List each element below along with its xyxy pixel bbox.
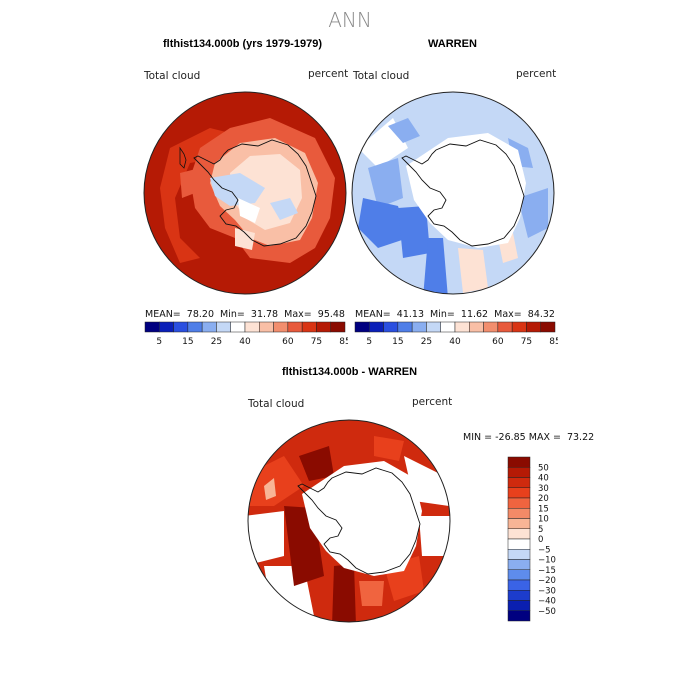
colorbar-swatch [426,321,441,333]
panel-diff-title: flthist134.000b - WARREN [282,366,418,378]
colorbar-tick-label: 75 [521,337,532,347]
colorbar-swatch [507,600,531,611]
colorbar-model: 515254060758595 [144,321,348,347]
colorbar-swatch [507,610,531,622]
colorbar-swatch [144,321,160,333]
colorbar-swatch [507,487,531,499]
colorbar-tick-label: −40 [538,597,556,607]
map-model-border [143,91,347,295]
colorbar-swatch [301,321,317,333]
map-diff [247,419,451,623]
colorbar-tick-label: 5 [538,525,543,535]
colorbar-swatch [469,321,484,333]
colorbar-swatch [369,321,384,333]
map-obs-border [351,91,555,295]
colorbar-swatch [440,321,456,333]
colorbar-swatch [201,321,217,333]
map-obs [351,91,555,295]
panel-diff-units-label: percent [412,396,453,408]
colorbar-tick-label: 15 [182,337,193,347]
colorbar-swatch [507,590,531,601]
colorbar-swatch [173,321,189,333]
colorbar-tick-label: 10 [538,515,549,525]
map-model-coastline [193,139,317,247]
colorbar-swatch [507,569,531,581]
colorbar-swatch [507,549,531,560]
colorbar-tick-label: −50 [538,607,556,617]
colorbar-swatch [330,321,346,333]
colorbar-swatch [187,321,203,333]
panel-model-stats: MEAN= 78.20 Min= 31.78 Max= 95.48 [145,309,345,320]
panel-model-units-label: percent [308,68,349,80]
colorbar-swatch [507,518,531,529]
colorbar-tick-label: 85 [339,337,348,347]
colorbar-tick-label: 15 [392,337,403,347]
colorbar-swatch [507,477,531,488]
colorbar-tick-label: 40 [239,337,251,347]
colorbar-swatch [273,321,289,333]
colorbar-swatch [507,528,531,540]
colorbar-swatch [259,321,274,333]
colorbar-swatch [507,538,531,550]
colorbar-swatch [287,321,303,333]
colorbar-obs: 515254060758595 [354,321,558,347]
colorbar-tick-label: 15 [538,504,549,514]
panel-obs-stats: MEAN= 41.13 Min= 11.62 Max= 84.32 [355,309,555,320]
panel-diff-field-label: Total cloud [248,398,305,410]
panel-obs-units-label: percent [516,68,557,80]
map-obs-coastline [401,139,525,247]
colorbar-tick-label: 5 [366,337,372,347]
colorbar-tick-label: 0 [538,535,543,545]
colorbar-tick-label: 85 [549,337,558,347]
colorbar-swatch [159,321,174,333]
colorbar-tick-label: 50 [538,463,549,473]
panel-model-field-label: Total cloud [144,70,201,82]
panel-obs-field-label: Total cloud [353,70,410,82]
colorbar-tick-label: 40 [449,337,461,347]
colorbar-tick-label: −15 [538,566,556,576]
colorbar-swatch [316,321,331,333]
colorbar-tick-label: −20 [538,576,556,586]
colorbar-swatch [507,508,531,519]
colorbar-swatch [411,321,427,333]
map-diff-coastline [297,467,421,575]
colorbar-swatch [244,321,260,333]
figure-title: ANN [328,8,372,32]
colorbar-swatch [397,321,413,333]
panel-model-title: flthist134.000b (yrs 1979-1979) [163,38,322,50]
colorbar-tick-label: 75 [311,337,322,347]
colorbar-tick-label: 60 [282,337,294,347]
colorbar-tick-label: 60 [492,337,504,347]
colorbar-tick-label: 25 [211,337,222,347]
panel-obs-title: WARREN [428,38,477,50]
colorbar-tick-label: 25 [421,337,432,347]
colorbar-swatch [354,321,370,333]
colorbar-swatch [216,321,231,333]
panel-diff-stats: MIN = -26.85 MAX = 73.22 [463,432,595,443]
colorbar-swatch [507,497,531,509]
colorbar-swatch [526,321,541,333]
colorbar-tick-label: 20 [538,494,549,504]
map-model [143,91,347,295]
colorbar-tick-label: −5 [538,545,551,555]
colorbar-swatch [511,321,527,333]
colorbar-tick-label: −10 [538,556,556,566]
colorbar-swatch [483,321,499,333]
colorbar-swatch [507,467,531,478]
colorbar-tick-label: −30 [538,586,556,596]
colorbar-swatch [497,321,513,333]
colorbar-swatch [383,321,399,333]
colorbar-swatch [507,559,531,570]
colorbar-tick-label: 30 [538,484,549,494]
colorbar-tick-label: 40 [538,474,549,484]
map-diff-border [247,419,451,623]
colorbar-tick-label: 5 [156,337,162,347]
colorbar-swatch [454,321,470,333]
colorbar-swatch [507,579,531,591]
colorbar-swatch [540,321,556,333]
colorbar-swatch [507,456,531,468]
colorbar-swatch [230,321,246,333]
